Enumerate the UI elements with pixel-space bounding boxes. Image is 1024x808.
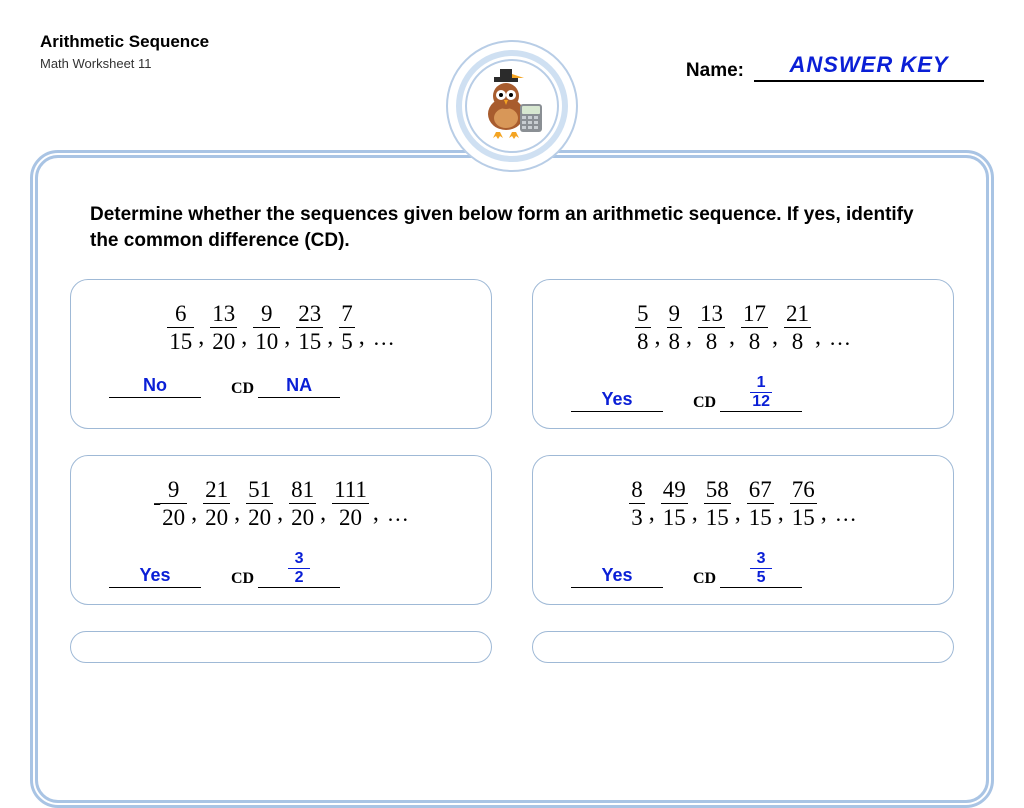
problem-card-partial — [70, 631, 492, 663]
name-value: ANSWER KEY — [754, 52, 984, 82]
sequence: 58,98,138,178,218,… — [553, 302, 933, 353]
cd-label: CD — [693, 394, 716, 412]
sequence: -920,2120,5120,8120,11120,… — [91, 478, 471, 529]
answer-row: No CDNA — [91, 375, 471, 398]
problem-card: -920,2120,5120,8120,11120,… Yes CD32 — [70, 455, 492, 605]
problem-card: 58,98,138,178,218,… Yes CD112 — [532, 279, 954, 429]
worksheet-subtitle: Math Worksheet 11 — [40, 56, 209, 71]
yes-no-answer: No — [109, 375, 201, 398]
problem-card: 615,1320,910,2315,75,… No CDNA — [70, 279, 492, 429]
yes-no-answer: Yes — [571, 389, 663, 412]
yes-no-answer: Yes — [109, 565, 201, 588]
name-block: Name: ANSWER KEY — [686, 52, 984, 82]
cd-label: CD — [693, 570, 716, 588]
yes-no-answer: Yes — [571, 565, 663, 588]
name-label: Name: — [686, 60, 744, 82]
cd-answer: 112 — [720, 375, 802, 412]
worksheet-frame: Determine whether the sequences given be… — [30, 150, 994, 808]
cd-answer: 35 — [720, 551, 802, 588]
sequence: 615,1320,910,2315,75,… — [91, 302, 471, 353]
problem-grid: 615,1320,910,2315,75,…NoCDNA58,98,138,17… — [70, 279, 954, 605]
answer-row: Yes CD32 — [91, 551, 471, 588]
cd-label: CD — [231, 570, 254, 588]
answer-row: Yes CD35 — [553, 551, 933, 588]
mascot-badge — [446, 40, 578, 172]
cd-label: CD — [231, 380, 254, 398]
title-block: Arithmetic Sequence Math Worksheet 11 — [40, 32, 209, 71]
problem-row-partial — [70, 631, 954, 663]
owl-mascot-icon — [472, 66, 552, 146]
cd-answer: NA — [258, 375, 340, 398]
cd-answer: 32 — [258, 551, 340, 588]
sequence: 83,4915,5815,6715,7615,… — [553, 478, 933, 529]
problem-card-partial — [532, 631, 954, 663]
answer-row: Yes CD112 — [553, 375, 933, 412]
worksheet-title: Arithmetic Sequence — [40, 32, 209, 52]
instructions: Determine whether the sequences given be… — [90, 202, 934, 253]
problem-card: 83,4915,5815,6715,7615,… Yes CD35 — [532, 455, 954, 605]
